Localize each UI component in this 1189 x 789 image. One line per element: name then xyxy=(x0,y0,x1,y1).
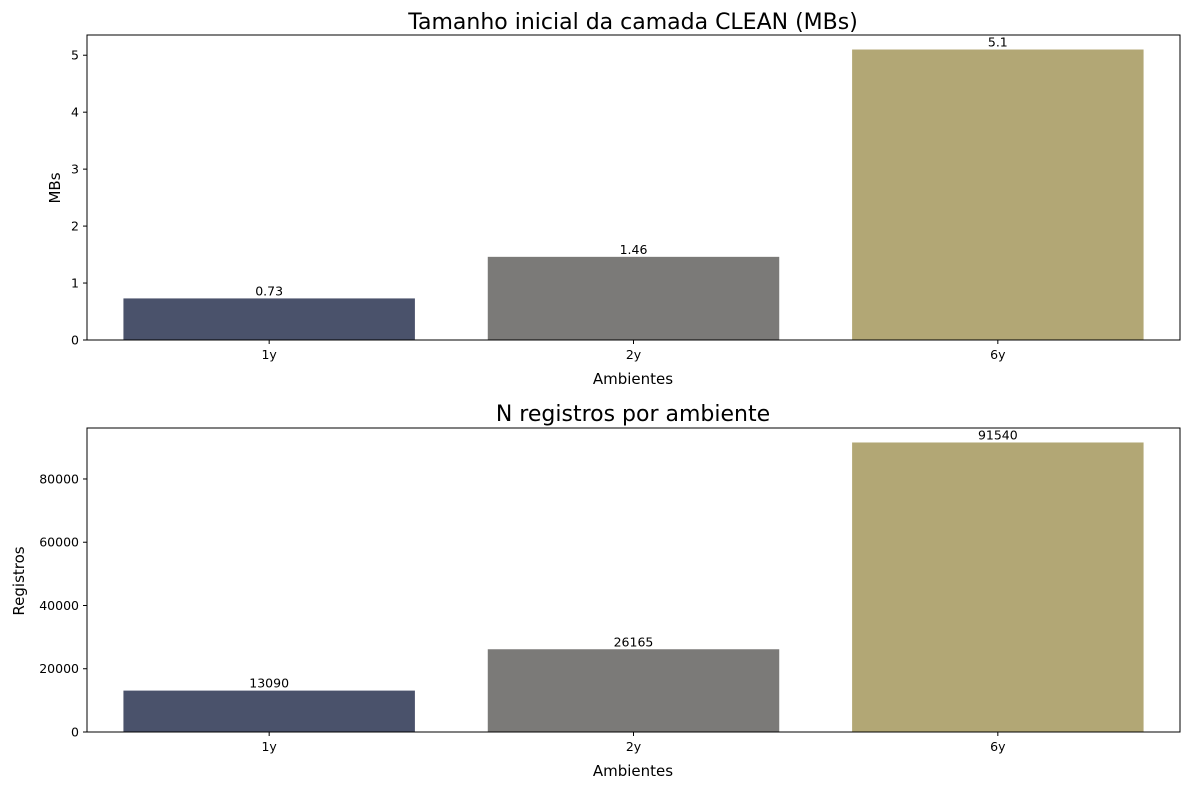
bar-1y xyxy=(123,298,415,340)
y-axis-label: Registros xyxy=(10,546,28,615)
x-tick-label-1y: 1y xyxy=(261,347,277,362)
y-axis-label: MBs xyxy=(46,172,64,203)
x-axis-label: Ambientes xyxy=(593,762,673,780)
bar-1y xyxy=(123,690,415,732)
plot-frame xyxy=(86,427,1181,733)
y-tick-label: 40000 xyxy=(39,598,79,613)
x-tick-label-6y: 6y xyxy=(990,347,1006,362)
y-tick-label: 1 xyxy=(71,276,79,291)
data-label-1y: 0.73 xyxy=(255,283,283,298)
plot-area: 13090 1y 26165 2y 91540 6y 0 20000 40000 60000 800… xyxy=(39,427,1181,754)
x-tick-label-1y: 1y xyxy=(261,739,277,754)
bar-6y xyxy=(852,442,1144,732)
x-tick-label-6y: 6y xyxy=(990,739,1006,754)
y-tick-label: 60000 xyxy=(39,535,79,550)
chart-title: N registros por ambiente xyxy=(496,402,770,427)
data-label-2y: 26165 xyxy=(614,634,654,649)
y-tick-label: 5 xyxy=(71,48,79,63)
data-label-6y: 91540 xyxy=(978,427,1018,442)
x-tick-label-2y: 2y xyxy=(626,347,642,362)
chart-panel-mbs: Tamanho inicial da camada CLEAN (MBs) MB… xyxy=(46,10,1181,388)
chart-panel-registros: N registros por ambiente Registros Ambie… xyxy=(10,402,1181,780)
x-axis-label: Ambientes xyxy=(593,370,673,388)
y-tick-label: 0 xyxy=(71,725,79,740)
y-tick-label: 2 xyxy=(71,219,79,234)
data-label-6y: 5.1 xyxy=(988,35,1008,50)
y-tick-label: 3 xyxy=(71,162,79,177)
y-tick-label: 80000 xyxy=(39,471,79,486)
data-label-2y: 1.46 xyxy=(620,242,648,257)
y-tick-label: 4 xyxy=(71,105,79,120)
data-label-1y: 13090 xyxy=(249,676,289,691)
bar-2y xyxy=(487,649,780,732)
bar-2y xyxy=(487,256,780,340)
x-tick-label-2y: 2y xyxy=(626,739,642,754)
chart-title: Tamanho inicial da camada CLEAN (MBs) xyxy=(407,10,858,35)
plot-frame xyxy=(86,34,1181,341)
y-tick-label: 0 xyxy=(71,333,79,348)
plot-area: 0.73 1y 1.46 2y 5.1 6y 0 1 2 3 4 5 xyxy=(71,34,1181,362)
bar-6y xyxy=(852,49,1144,341)
y-tick-label: 20000 xyxy=(39,661,79,676)
